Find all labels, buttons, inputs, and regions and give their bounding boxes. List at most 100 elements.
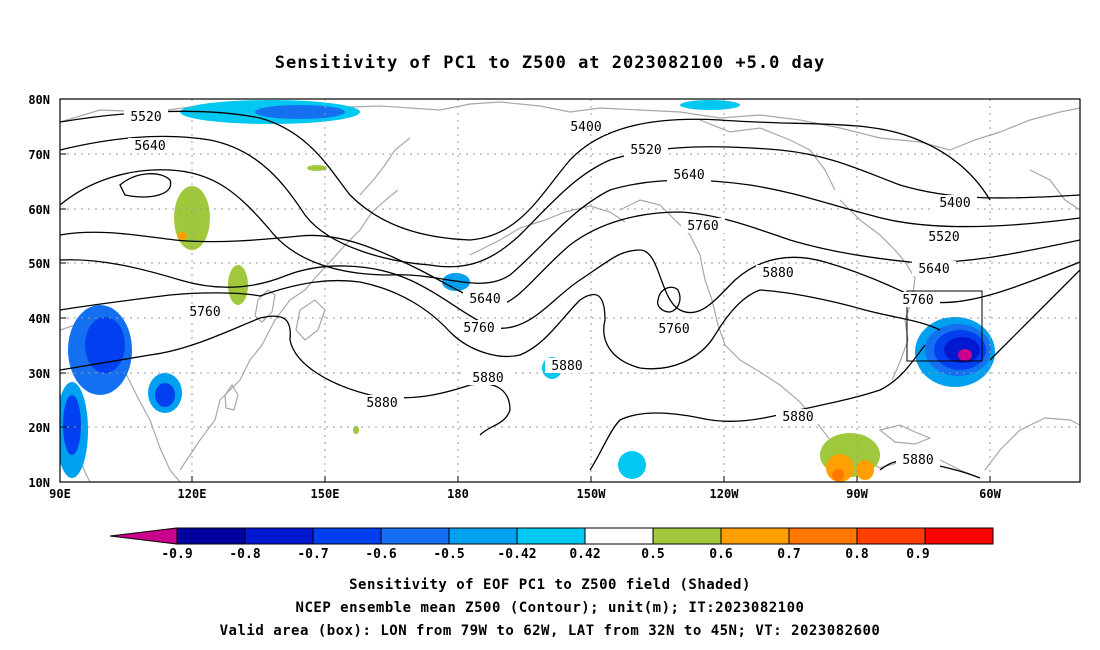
colorbar-swatch [380, 527, 450, 545]
colorbar: -0.9 -0.8 -0.7 -0.6 -0.5 -0.42 0.42 0.5 … [109, 527, 994, 562]
colorbar-swatch [856, 527, 926, 545]
colorbar-label: -0.8 [229, 547, 260, 562]
lat-label: 30N [28, 367, 50, 381]
axis-ticks [60, 98, 991, 482]
latitude-labels: 80N 70N 60N 50N 40N 30N 20N 10N [28, 93, 50, 490]
lon-label: 120E [178, 487, 207, 501]
contour-label: 5880 [360, 395, 404, 411]
caption-line-3: Valid area (box): LON from 79W to 62W, L… [220, 623, 881, 639]
contour-label: 5640 [463, 291, 507, 307]
contour-label: 5640 [912, 261, 956, 277]
svg-text:5640: 5640 [134, 139, 165, 154]
colorbar-label: 0.6 [709, 547, 733, 562]
colorbar-label: 0.5 [641, 547, 664, 562]
lon-label: 90E [49, 487, 71, 501]
caption-line-2: NCEP ensemble mean Z500 (Contour); unit(… [296, 600, 805, 616]
svg-text:5760: 5760 [463, 321, 494, 336]
lat-label: 50N [28, 257, 50, 271]
svg-text:5400: 5400 [939, 196, 970, 211]
contour-label: 5760 [652, 321, 696, 337]
contour-label: 5400 [564, 119, 608, 135]
shade-blob [63, 395, 81, 455]
contour-label: 5760 [681, 218, 725, 234]
lat-label: 80N [28, 93, 50, 107]
lon-label: 180 [447, 487, 469, 501]
shade-blob [228, 265, 248, 305]
colorbar-labels: -0.9 -0.8 -0.7 -0.6 -0.5 -0.42 0.42 0.5 … [161, 547, 929, 562]
map-frame [59, 98, 1081, 483]
svg-text:5520: 5520 [630, 143, 661, 158]
svg-text:5760: 5760 [658, 322, 689, 337]
shade-blob [618, 451, 646, 479]
svg-text:5640: 5640 [673, 168, 704, 183]
colorbar-swatch [652, 527, 722, 545]
svg-text:5400: 5400 [570, 120, 601, 135]
lon-label: 150E [311, 487, 340, 501]
shade-blob [85, 317, 125, 373]
colorbar-label: -0.9 [161, 547, 192, 562]
contour-label: 5880 [756, 265, 800, 281]
lat-label: 40N [28, 312, 50, 326]
colorbar-swatch [244, 527, 314, 545]
svg-text:5880: 5880 [762, 266, 793, 281]
svg-text:5640: 5640 [918, 262, 949, 277]
contour-label: 5880 [466, 370, 510, 386]
colorbar-swatch [720, 527, 790, 545]
colorbar-label: 0.7 [777, 547, 800, 562]
svg-text:5640: 5640 [469, 292, 500, 307]
colorbar-swatch [924, 527, 994, 545]
svg-text:5880: 5880 [782, 410, 813, 425]
colorbar-label: 0.42 [569, 547, 600, 562]
shade-blob [958, 349, 972, 361]
lat-label: 70N [28, 148, 50, 162]
shade-blob [856, 460, 874, 480]
contour-label: 5640 [667, 167, 711, 183]
contour-label: 5520 [624, 142, 668, 158]
valid-area-box [906, 290, 983, 362]
shade-blob [155, 383, 175, 407]
colorbar-label: 0.8 [845, 547, 869, 562]
contour-label: 5880 [896, 452, 940, 468]
svg-text:5880: 5880 [366, 396, 397, 411]
shade-blob [442, 273, 470, 291]
contour-label: 5880 [545, 358, 589, 374]
longitude-labels: 90E 120E 150E 180 150W 120W 90W 60W [49, 487, 1001, 501]
colorbar-swatch [788, 527, 858, 545]
contour-label: 5520 [922, 229, 966, 245]
lat-label: 60N [28, 203, 50, 217]
lon-label: 90W [846, 487, 868, 501]
lon-label: 120W [710, 487, 740, 501]
colorbar-swatch [312, 527, 382, 545]
z500-contours [60, 110, 1080, 479]
colorbar-label: -0.6 [365, 547, 396, 562]
lat-label: 10N [28, 476, 50, 490]
colorbar-label: -0.42 [497, 547, 536, 562]
contour-label: 5880 [776, 409, 820, 425]
colorbar-swatch [584, 527, 654, 545]
shade-blob [255, 105, 345, 119]
svg-text:5760: 5760 [902, 293, 933, 308]
lon-label: 150W [577, 487, 607, 501]
shade-blob [832, 469, 844, 481]
colorbar-label: 0.9 [906, 547, 929, 562]
lat-label: 20N [28, 421, 50, 435]
colorbar-swatch [448, 527, 518, 545]
svg-text:5880: 5880 [902, 453, 933, 468]
svg-text:5520: 5520 [928, 230, 959, 245]
contour-label: 5760 [183, 304, 227, 320]
chart-title: Sensitivity of PC1 to Z500 at 2023082100… [275, 53, 826, 73]
shade-blob [177, 232, 187, 240]
svg-text:5880: 5880 [551, 359, 582, 374]
contour-label: 5760 [457, 320, 501, 336]
contour-label: 5640 [128, 138, 172, 154]
caption-line-1: Sensitivity of EOF PC1 to Z500 field (Sh… [349, 577, 751, 593]
colorbar-label: -0.7 [297, 547, 328, 562]
lon-label: 60W [979, 487, 1001, 501]
colorbar-swatch [516, 527, 586, 545]
colorbar-low-triangle [109, 527, 178, 545]
contour-labels: 5520 5640 5400 5520 5640 5760 5400 5520 … [124, 109, 977, 468]
map-panel: 5520 5640 5400 5520 5640 5760 5400 5520 … [28, 93, 1081, 501]
shade-blob [680, 100, 740, 110]
contour-label: 5400 [933, 195, 977, 211]
svg-text:5760: 5760 [687, 219, 718, 234]
